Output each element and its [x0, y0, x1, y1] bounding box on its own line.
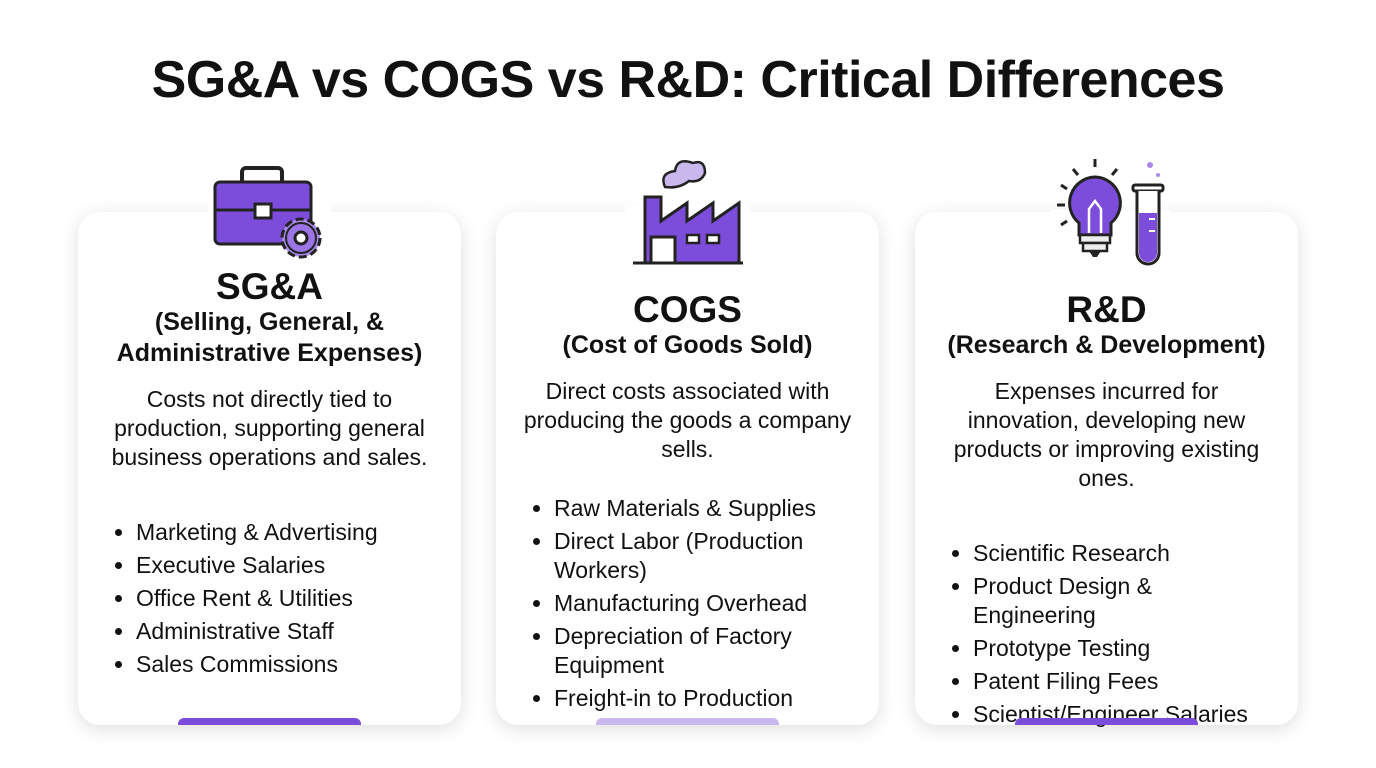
list-item: Administrative Staff [136, 617, 441, 646]
list-item: Freight-in to Production [554, 684, 859, 713]
list-item: Executive Salaries [136, 551, 441, 580]
card-subtitle: (Selling, General, & Administrative Expe… [116, 308, 423, 367]
card-name: R&D [1066, 289, 1147, 330]
card-description: Direct costs associated with producing t… [523, 378, 852, 462]
item-list: Scientific Research Product Design & Engi… [915, 539, 1298, 729]
list-item: Sales Commissions [136, 650, 441, 679]
list-item: Product Design & Engineering [973, 572, 1278, 630]
research-icon [1050, 159, 1170, 267]
card-description: Expenses incurred for innovation, develo… [953, 378, 1260, 491]
list-item: Manufacturing Overhead [554, 589, 859, 618]
list-item: Patent Filing Fees [973, 667, 1278, 696]
card-subtitle: (Research & Development) [947, 331, 1266, 359]
list-item: Scientific Research [973, 539, 1278, 568]
card: COGS (Cost of Goods Sold) Direct costs ass… [496, 212, 879, 725]
briefcase-icon [209, 164, 331, 268]
card-name: COGS [633, 289, 742, 330]
card: SG&A (Selling, General, & Administrative … [78, 212, 461, 725]
page-title: SG&A vs COGS vs R&D: Critical Difference… [151, 51, 1225, 109]
factory-icon [625, 160, 750, 267]
card-tab [596, 718, 779, 725]
list-item: Marketing & Advertising [136, 518, 441, 547]
list-item: Prototype Testing [973, 634, 1278, 663]
list-item: Depreciation of Factory Equipment [554, 622, 859, 680]
card-tab [178, 718, 361, 725]
list-item: Office Rent & Utilities [136, 584, 441, 613]
card-tab [1015, 718, 1198, 725]
card-name: SG&A [216, 266, 323, 307]
card-description: Costs not directly tied to production, s… [111, 386, 428, 470]
item-list: Raw Materials & Supplies Direct Labor (Pr… [496, 494, 879, 713]
card: R&D (Research & Development) Expenses incu… [915, 212, 1298, 727]
item-list: Marketing & Advertising Executive Salarie… [78, 518, 461, 679]
list-item: Raw Materials & Supplies [554, 494, 859, 523]
card-subtitle: (Cost of Goods Sold) [562, 331, 813, 359]
list-item: Direct Labor (Production Workers) [554, 527, 859, 585]
